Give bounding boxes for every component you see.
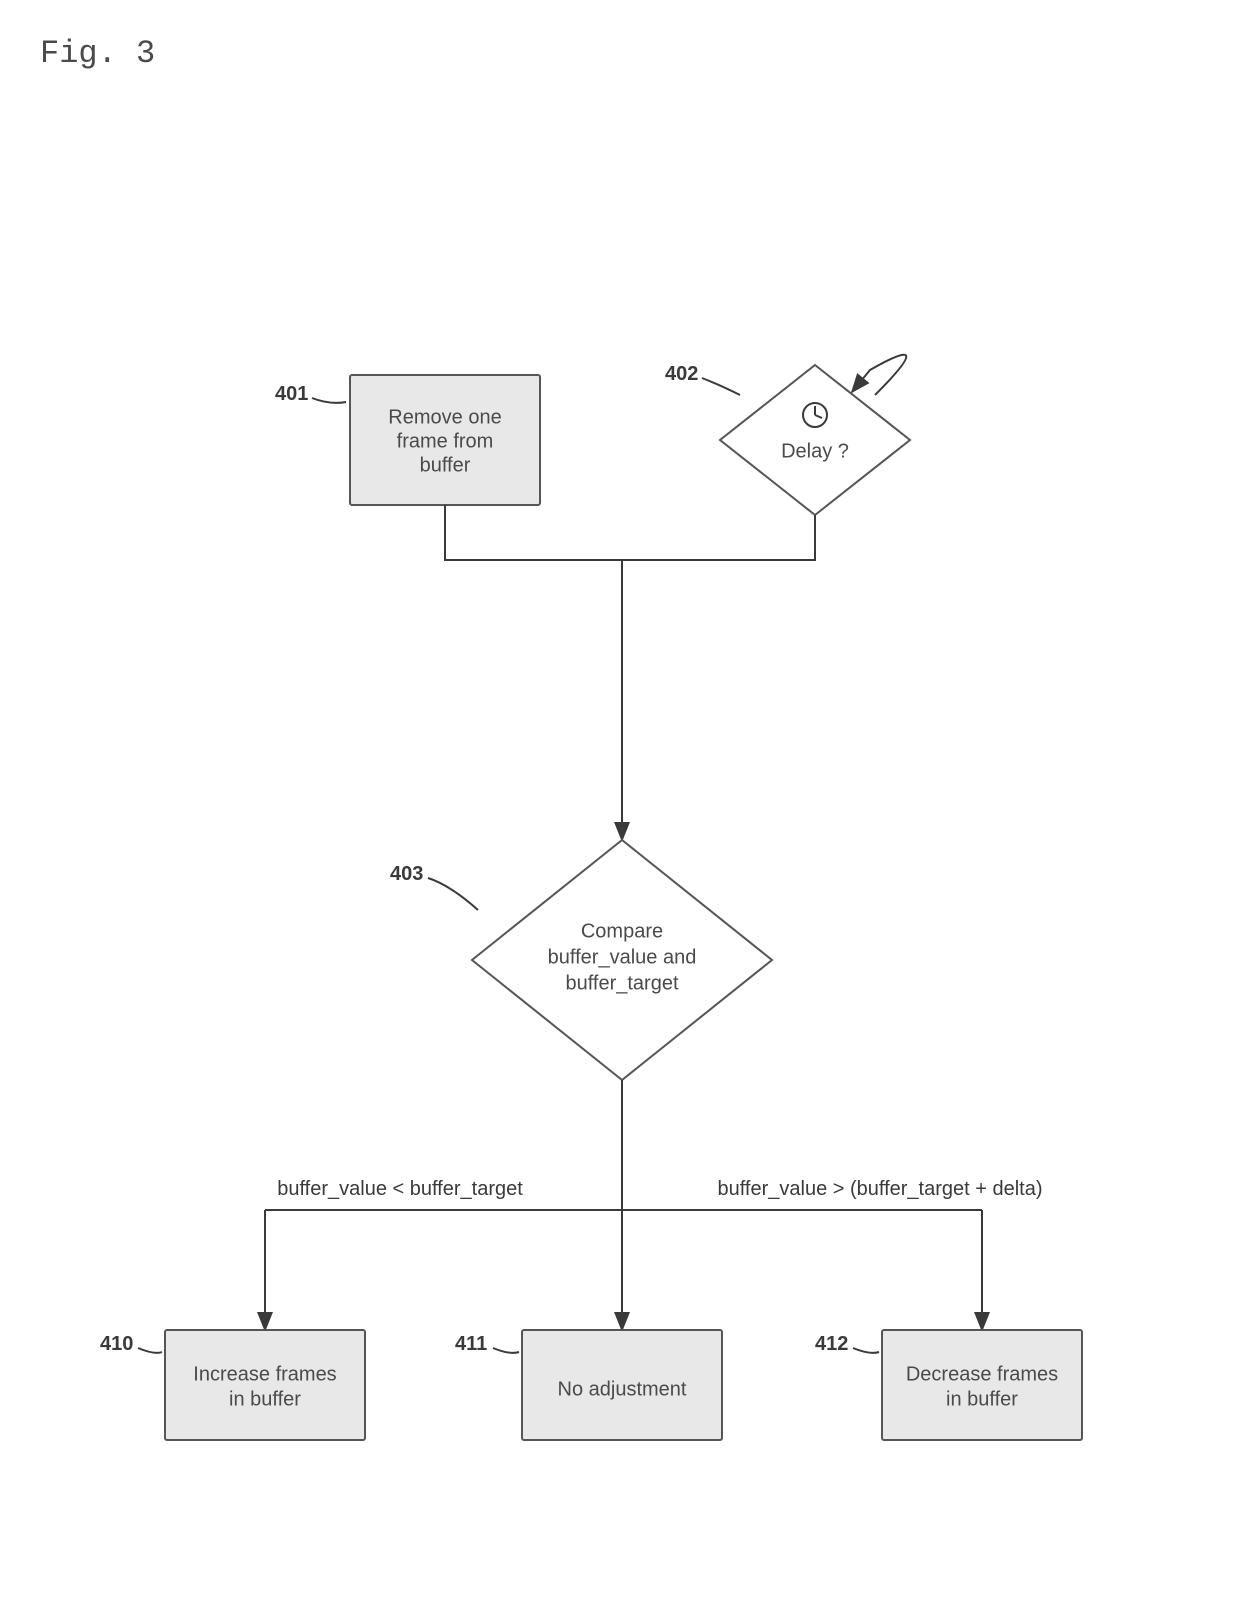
- node-410: Increase frames in buffer: [165, 1330, 365, 1440]
- flowchart-canvas: Remove one frame from buffer 401 Delay ?…: [0, 0, 1240, 1603]
- edge-label-left: buffer_value < buffer_target: [277, 1178, 523, 1200]
- edge-402-loop: [852, 355, 906, 395]
- node-411: No adjustment: [522, 1330, 722, 1440]
- leader-412: [853, 1348, 879, 1353]
- ref-410: 410: [100, 1333, 133, 1355]
- node-403-line3: buffer_target: [565, 972, 678, 994]
- leader-402: [702, 378, 740, 395]
- node-402-line1: Delay ?: [781, 440, 849, 462]
- node-403: Compare buffer_value and buffer_target: [472, 840, 772, 1080]
- figure-page: Fig. 3 Remove one frame from buffer 401: [0, 0, 1240, 1603]
- node-401-line1: Remove one: [388, 406, 501, 428]
- node-412-line2: in buffer: [946, 1388, 1018, 1410]
- node-410-line1: Increase frames: [193, 1363, 336, 1385]
- node-412: Decrease frames in buffer: [882, 1330, 1082, 1440]
- leader-410: [138, 1348, 162, 1353]
- ref-403: 403: [390, 863, 423, 885]
- ref-402: 402: [665, 363, 698, 385]
- node-403-line1: Compare: [581, 920, 663, 942]
- node-401-line3: buffer: [420, 454, 471, 476]
- ref-412: 412: [815, 1333, 848, 1355]
- leader-403: [428, 878, 478, 910]
- ref-401: 401: [275, 383, 308, 405]
- ref-411: 411: [455, 1333, 487, 1355]
- node-403-line2: buffer_value and: [548, 946, 697, 968]
- node-401: Remove one frame from buffer: [350, 375, 540, 505]
- node-412-line1: Decrease frames: [906, 1363, 1058, 1385]
- edge-label-right: buffer_value > (buffer_target + delta): [717, 1178, 1042, 1200]
- leader-411: [493, 1348, 519, 1353]
- node-401-line2: frame from: [397, 430, 494, 452]
- edge-402-merge: [622, 515, 815, 560]
- edge-401-merge: [445, 505, 622, 560]
- node-410-line2: in buffer: [229, 1388, 301, 1410]
- leader-401: [312, 398, 346, 403]
- node-411-line1: No adjustment: [558, 1378, 687, 1400]
